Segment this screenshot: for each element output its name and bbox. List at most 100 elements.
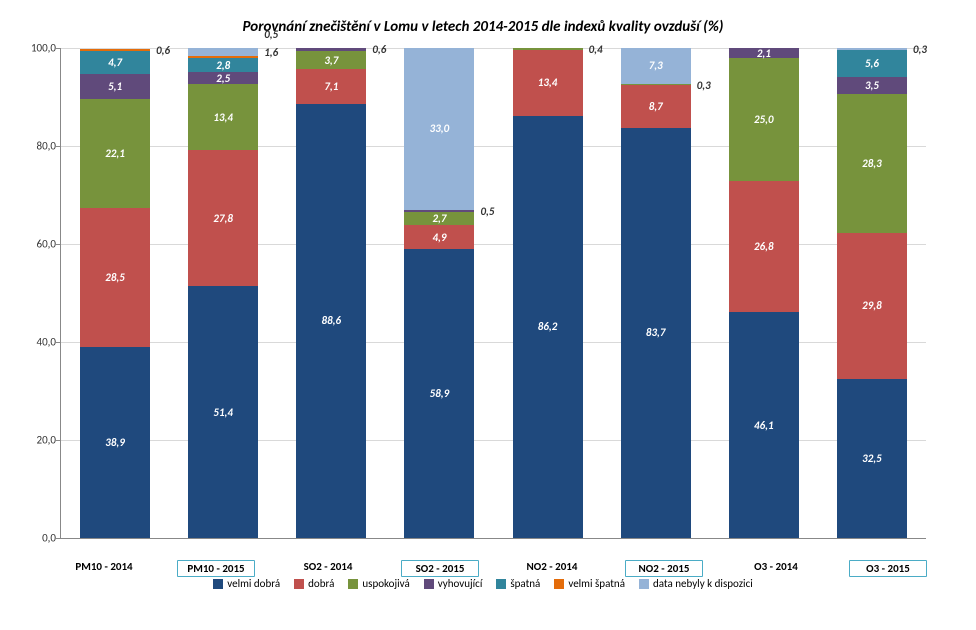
bar-segment-uspokojiva: 3,7 xyxy=(296,51,366,69)
segment-value: 2,7 xyxy=(432,212,446,225)
bar-segment-dobra: 28,5 xyxy=(80,208,150,348)
bar-segment-velmi_dobra: 32,5 xyxy=(837,379,907,538)
bar-segment-uspokojiva xyxy=(513,48,583,50)
bar-segment-no_data xyxy=(188,48,258,56)
legend-swatch xyxy=(554,579,564,589)
segment-value: 13,4 xyxy=(213,111,233,124)
segment-value: 13,4 xyxy=(538,76,558,89)
bar: 86,213,40,4 xyxy=(513,48,583,538)
external-value-label: 0,6 xyxy=(372,43,386,56)
bar-segment-vyhovujici xyxy=(404,210,474,212)
bar-segment-no_data: 33,0 xyxy=(404,48,474,210)
legend-swatch xyxy=(496,579,506,589)
external-value-label: 0,4 xyxy=(589,43,603,56)
bar-segment-velmi_spatna xyxy=(188,56,258,58)
segment-value: 2,8 xyxy=(216,59,230,72)
bar-segment-no_data: 7,3 xyxy=(621,48,691,84)
segment-value: 33,0 xyxy=(430,122,450,135)
external-value-label: 0,3 xyxy=(913,43,927,56)
external-value-label: 0,6 xyxy=(156,44,170,57)
legend-swatch xyxy=(348,579,358,589)
bar-segment-uspokojiva: 22,1 xyxy=(80,99,150,207)
bar-segment-uspokojiva: 13,4 xyxy=(188,84,258,150)
legend-swatch xyxy=(294,579,304,589)
x-axis-label: NO2 - 2015 xyxy=(625,560,703,577)
segment-value: 26,8 xyxy=(754,240,774,253)
bar-segment-spatna: 5,6 xyxy=(837,50,907,77)
bar-segment-dobra: 29,8 xyxy=(837,233,907,379)
legend-swatch xyxy=(213,579,223,589)
chart-container: Porovnání znečištění v Lomu v letech 201… xyxy=(0,0,976,630)
y-axis-label: 80,0 xyxy=(21,140,56,153)
bar-segment-velmi_dobra: 38,9 xyxy=(80,347,150,538)
bar-segment-uspokojiva xyxy=(621,84,691,85)
bar-columns: 38,928,522,15,14,70,651,427,813,42,52,81… xyxy=(61,48,926,538)
segment-value: 8,7 xyxy=(649,100,663,113)
y-axis-label: 20,0 xyxy=(21,434,56,447)
bar-segment-dobra: 26,8 xyxy=(729,181,799,312)
segment-value: 51,4 xyxy=(213,406,233,419)
bar-segment-dobra: 13,4 xyxy=(513,50,583,116)
legend-label: uspokojivá xyxy=(362,577,409,590)
y-axis-label: 60,0 xyxy=(21,238,56,251)
external-value-label: 1,6 xyxy=(264,46,278,59)
bar-segment-spatna: 4,7 xyxy=(80,51,150,74)
legend-item: dobrá xyxy=(294,577,334,590)
segment-value: 46,1 xyxy=(754,419,774,432)
bar-segment-vyhovujici: 3,5 xyxy=(837,77,907,94)
segment-value: 3,5 xyxy=(865,79,879,92)
bar-segment-velmi_dobra: 46,1 xyxy=(729,312,799,538)
segment-value: 38,9 xyxy=(105,436,125,449)
legend-label: velmi dobrá xyxy=(227,577,280,590)
bar-segment-velmi_dobra: 58,9 xyxy=(404,249,474,538)
bar-segment-dobra: 7,1 xyxy=(296,69,366,104)
bar-segment-velmi_dobra: 51,4 xyxy=(188,286,258,538)
legend-label: data nebyly k dispozici xyxy=(653,577,753,590)
bar: 58,94,92,733,00,5 xyxy=(404,48,474,538)
legend-item: špatná xyxy=(496,577,540,590)
external-value-label: 0,5 xyxy=(480,205,494,218)
segment-value: 2,5 xyxy=(216,72,230,85)
bar-segment-dobra: 27,8 xyxy=(188,150,258,286)
external-value-label: 0,5 xyxy=(264,28,278,41)
bar-segment-no_data xyxy=(837,48,907,49)
segment-value: 4,7 xyxy=(108,56,122,69)
x-axis-label: SO2 - 2014 xyxy=(293,560,363,577)
y-axis-label: 100,0 xyxy=(21,42,56,55)
chart-title: Porovnání znečištění v Lomu v letech 201… xyxy=(10,18,956,36)
segment-value: 28,5 xyxy=(105,271,125,284)
bar-segment-velmi_dobra: 88,6 xyxy=(296,104,366,538)
legend-item: uspokojivá xyxy=(348,577,409,590)
x-axis-label: NO2 - 2014 xyxy=(517,560,587,577)
segment-value: 29,8 xyxy=(862,299,882,312)
bar-segment-vyhovujici xyxy=(296,48,366,51)
external-value-label: 0,3 xyxy=(697,79,711,92)
segment-value: 3,7 xyxy=(324,54,338,67)
bar: 32,529,828,33,55,60,3 xyxy=(837,48,907,538)
segment-value: 32,5 xyxy=(862,452,882,465)
segment-value: 88,6 xyxy=(322,314,342,327)
x-axis-label: SO2 - 2015 xyxy=(401,560,479,577)
plot-area: 38,928,522,15,14,70,651,427,813,42,52,81… xyxy=(60,48,926,539)
segment-value: 5,6 xyxy=(865,57,879,70)
legend-label: špatná xyxy=(510,577,540,590)
bar: 83,78,77,30,3 xyxy=(621,48,691,538)
segment-value: 83,7 xyxy=(646,326,666,339)
x-axis-label: PM10 - 2015 xyxy=(177,560,255,577)
bar: 51,427,813,42,52,81,60,5 xyxy=(188,48,258,538)
legend-swatch xyxy=(424,579,434,589)
segment-value: 22,1 xyxy=(105,147,125,160)
legend-label: dobrá xyxy=(308,577,334,590)
legend-item: velmi špatná xyxy=(554,577,625,590)
bar-segment-velmi_dobra: 86,2 xyxy=(513,116,583,538)
legend-item: data nebyly k dispozici xyxy=(639,577,753,590)
y-axis-label: 0,0 xyxy=(21,532,56,545)
bar-segment-vyhovujici: 5,1 xyxy=(80,74,150,99)
segment-value: 58,9 xyxy=(430,387,450,400)
bar-segment-spatna: 2,8 xyxy=(188,58,258,72)
legend-label: velmi špatná xyxy=(568,577,625,590)
bar-segment-dobra: 4,9 xyxy=(404,225,474,249)
bar-segment-uspokojiva: 2,7 xyxy=(404,212,474,225)
legend: velmi dobrá dobrá uspokojivá vyhovující špat… xyxy=(10,577,956,590)
legend-label: vyhovující xyxy=(438,577,483,590)
